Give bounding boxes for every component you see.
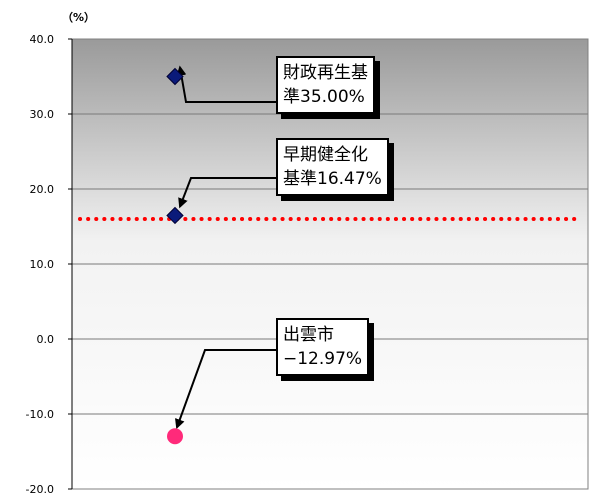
data-point-1: [166, 206, 184, 225]
y-unit-label: （%）: [62, 11, 95, 24]
annotation-line1: 財政再生基: [283, 63, 368, 83]
y-tick-label: -10.0: [26, 408, 54, 421]
y-axis: 40.0 30.0 20.0 10.0 0.0 -10.0 -20.0: [26, 33, 73, 496]
data-point-0: [166, 67, 184, 86]
annotation-callout-izumo-city: 出雲市 −12.97%: [276, 318, 370, 376]
annotation-line2: 基準16.47%: [283, 169, 382, 189]
y-tick-label: -20.0: [26, 483, 54, 496]
annotation-arrow-0: [176, 65, 276, 103]
annotation-line1: 早期健全化: [283, 145, 368, 165]
y-tick-label: 0.0: [37, 333, 55, 346]
y-tick-label: 30.0: [30, 108, 55, 121]
data-point-2: [167, 428, 183, 445]
y-tick-label: 20.0: [30, 183, 55, 196]
annotation-callout-financial-rebuilding: 財政再生基 準35.00%: [276, 56, 375, 114]
y-tick-label: 40.0: [30, 33, 55, 46]
annotation-arrow-1: [178, 177, 276, 209]
annotation-arrow-2: [175, 349, 276, 430]
annotation-arrows: [175, 65, 276, 430]
y-tick-label: 10.0: [30, 258, 55, 271]
annotation-callout-early-soundness: 早期健全化 基準16.47%: [276, 138, 389, 196]
data-points: [166, 67, 184, 445]
annotation-line1: 出雲市: [283, 325, 334, 345]
annotation-line2: 準35.00%: [283, 87, 365, 107]
annotation-line2: −12.97%: [283, 349, 363, 369]
